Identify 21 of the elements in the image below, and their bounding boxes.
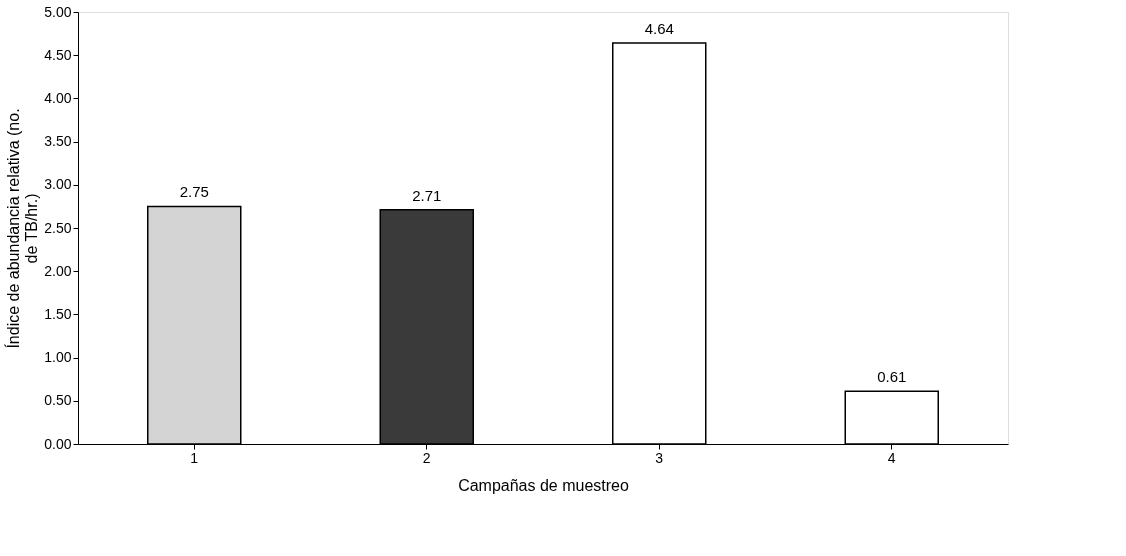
data-label: 0.61 [877, 368, 907, 386]
y-tick-label: 5.00 [44, 3, 72, 20]
x-tick-label: 1 [190, 449, 199, 466]
y-axis-title: Índice de abundancia relativa (no. de TB/hr.) [4, 108, 41, 349]
y-tick-label: 4.00 [44, 89, 72, 106]
y-tick-label: 1.00 [44, 349, 72, 366]
y-tick-label: 2.00 [44, 262, 72, 279]
data-label: 2.71 [412, 186, 442, 204]
y-tick-label: 3.00 [44, 176, 72, 193]
x-tick-label: 4 [887, 449, 896, 466]
y-tick-label: 0.00 [44, 435, 72, 452]
x-axis-title: Campañas de muestreo [458, 476, 629, 494]
y-tick-label: 1.50 [44, 305, 72, 322]
y-tick-label: 3.50 [44, 133, 72, 150]
y-tick-label: 0.50 [44, 392, 72, 409]
y-tick-label: 4.50 [44, 46, 72, 63]
y-tick-label: 2.50 [44, 219, 72, 236]
x-tick-label: 2 [422, 449, 431, 466]
x-tick-label: 3 [655, 449, 664, 466]
data-label: 2.75 [179, 183, 209, 201]
data-label: 4.64 [644, 20, 674, 38]
